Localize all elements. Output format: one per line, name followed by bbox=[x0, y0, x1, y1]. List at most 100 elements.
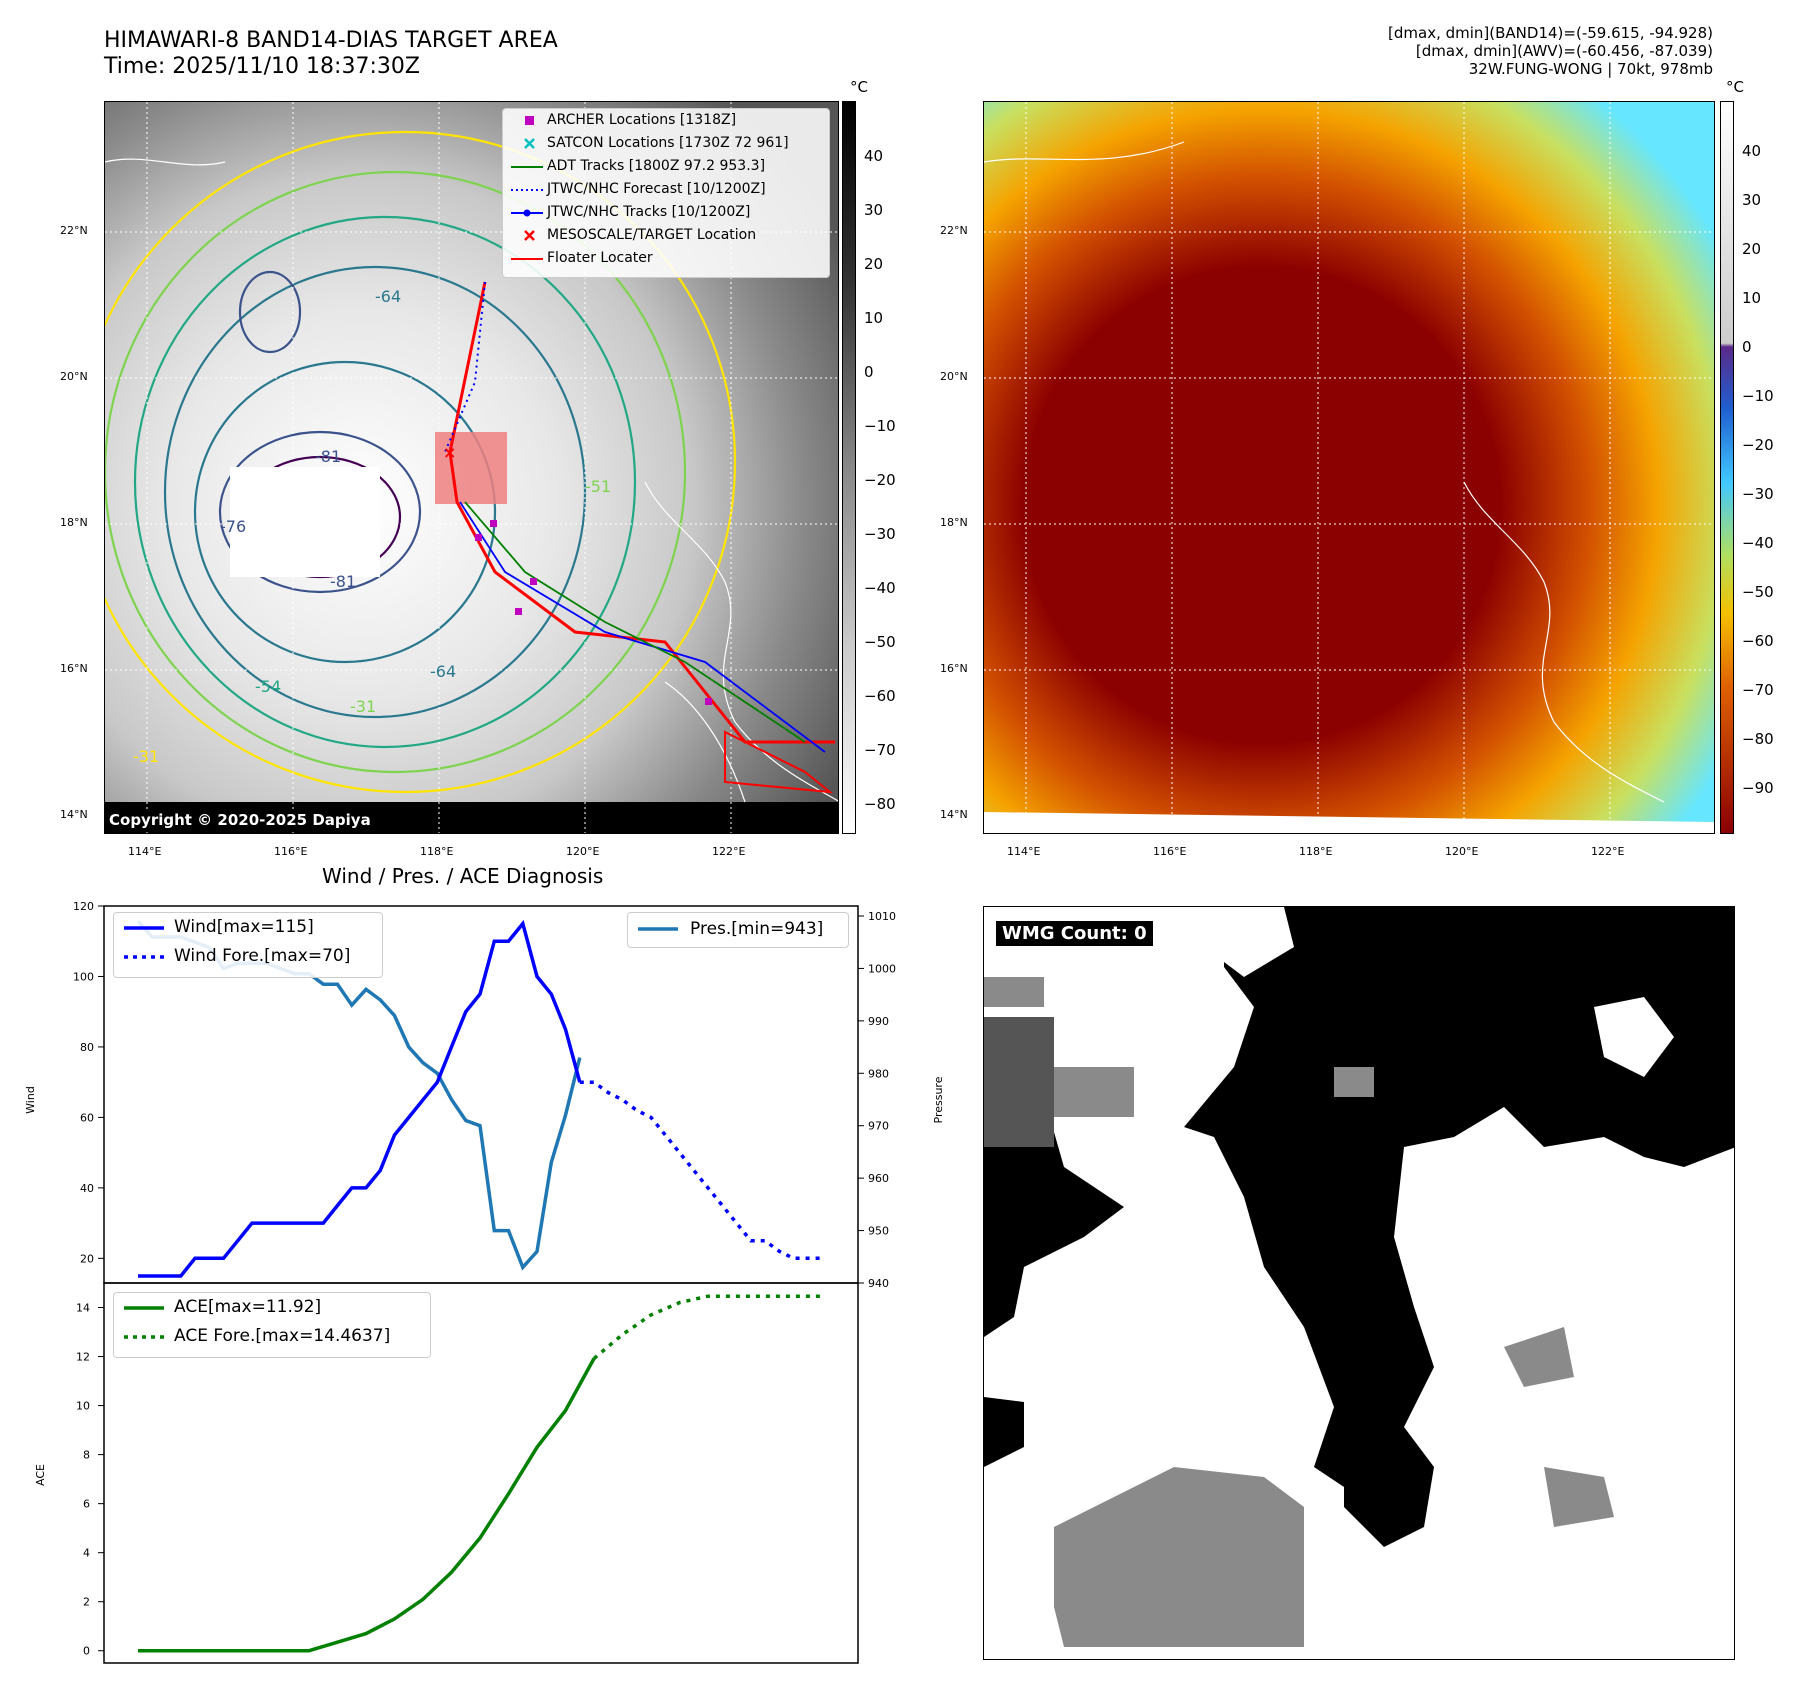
colorbar-left-unit: °C bbox=[850, 78, 868, 96]
wmg-region bbox=[1344, 1427, 1434, 1547]
legend-label: ACE Fore.[max=14.4637] bbox=[174, 1326, 391, 1346]
line-marker-icon bbox=[124, 1306, 164, 1310]
colorbar-right-label: −10 bbox=[1742, 387, 1774, 405]
dotted-line-icon bbox=[124, 955, 164, 959]
plot-title-line2: Time: 2025/11/10 18:37:30Z bbox=[104, 54, 420, 79]
contour-lightgreen bbox=[105, 170, 687, 774]
floater-outline-se bbox=[724, 730, 834, 794]
legend-label: ACE[max=11.92] bbox=[174, 1297, 322, 1317]
line-dot-icon bbox=[511, 209, 543, 217]
wmg-hole bbox=[1204, 907, 1294, 977]
colorbar-right-label: 30 bbox=[1742, 191, 1762, 209]
colorbar-left-label: −40 bbox=[864, 579, 896, 597]
info-line2: [dmax, dmin](AWV)=(-60.456, -87.039) bbox=[1415, 42, 1713, 60]
pressure-tick-label: 980 bbox=[868, 1067, 889, 1080]
square-marker-icon bbox=[525, 116, 534, 125]
legend-item-forecast: JTWC/NHC Forecast [10/1200Z] bbox=[503, 178, 829, 201]
ace-forecast-series-line bbox=[592, 1294, 822, 1360]
colorbar-right-label: 10 bbox=[1742, 289, 1762, 307]
colorbar-right-label: −70 bbox=[1742, 681, 1774, 699]
legend-label: Floater Locater bbox=[547, 250, 653, 266]
colorbar-left-label: −20 bbox=[864, 471, 896, 489]
lat-label: 20°N bbox=[60, 370, 88, 383]
ace-tick-label: 12 bbox=[76, 1351, 90, 1364]
ace-tick-label: 6 bbox=[83, 1498, 90, 1511]
legend-label: JTWC/NHC Forecast [10/1200Z] bbox=[547, 181, 766, 197]
best-track-line bbox=[448, 281, 835, 744]
info-line1: [dmax, dmin](BAND14)=(-59.615, -94.928) bbox=[1388, 24, 1713, 42]
wmg-region bbox=[1504, 1327, 1574, 1387]
legend-label: JTWC/NHC Tracks [10/1200Z] bbox=[547, 204, 751, 220]
info-line3: 32W.FUNG-WONG | 70kt, 978mb bbox=[1468, 60, 1713, 78]
legend-label: Wind Fore.[max=70] bbox=[174, 946, 351, 966]
ace-tick-label: 14 bbox=[76, 1302, 90, 1315]
lat-label: 16°N bbox=[60, 662, 88, 675]
ace-tick-label: 0 bbox=[83, 1645, 90, 1658]
archer-marker bbox=[530, 578, 537, 585]
legend-item-pressure: Pres.[min=943] bbox=[628, 913, 848, 945]
contour-label: -76 bbox=[220, 517, 246, 536]
pressure-tick-label: 940 bbox=[868, 1277, 889, 1290]
wind-tick-label: 20 bbox=[80, 1252, 94, 1265]
contour-label: -64 bbox=[375, 287, 401, 306]
wmg-black-regions bbox=[984, 907, 1734, 1547]
lon-label: 118°E bbox=[1299, 845, 1333, 858]
colorbar-left-label: −10 bbox=[864, 417, 896, 435]
awv-map-canvas bbox=[984, 102, 1714, 833]
x-marker-icon bbox=[524, 230, 535, 241]
contour-yellow bbox=[105, 130, 737, 794]
awv-bottom-nodata bbox=[984, 812, 1714, 833]
colorbar-right-label: −20 bbox=[1742, 436, 1774, 454]
lon-label: 114°E bbox=[128, 845, 162, 858]
archer-markers bbox=[475, 520, 712, 705]
colorbar-right-label: −80 bbox=[1742, 730, 1774, 748]
colorbar-left-label: −70 bbox=[864, 741, 896, 759]
wmg-region bbox=[984, 1397, 1024, 1467]
pressure-tick-label: 1000 bbox=[868, 962, 896, 975]
colorbar-left-label: −30 bbox=[864, 525, 896, 543]
ace-tick-label: 4 bbox=[83, 1547, 90, 1560]
wmg-panel: WMG Count: 0 bbox=[983, 906, 1735, 1660]
ace-frame bbox=[103, 1282, 859, 1664]
wmg-region-dark bbox=[984, 1017, 1054, 1147]
legend-label: Pres.[min=943] bbox=[690, 919, 824, 939]
diagnosis-chart: 1201008060402010101000990980970960950940… bbox=[24, 900, 945, 1664]
legend-item-archer: ARCHER Locations [1318Z] bbox=[503, 109, 829, 132]
legend-item-ace: ACE[max=11.92] bbox=[114, 1293, 430, 1322]
colorbar-right-label: −60 bbox=[1742, 632, 1774, 650]
contour-label: -31 bbox=[133, 747, 159, 766]
colorbar-right-label: −30 bbox=[1742, 485, 1774, 503]
cold-cloud-core bbox=[230, 467, 380, 577]
ace-tick-label: 8 bbox=[83, 1449, 90, 1462]
legend-item-adt: ADT Tracks [1800Z 97.2 953.3] bbox=[503, 155, 829, 178]
colorbar-right-label: 20 bbox=[1742, 240, 1762, 258]
awv-map-panel bbox=[983, 101, 1715, 834]
archer-marker bbox=[475, 534, 482, 541]
colorbar-left-label: 10 bbox=[864, 309, 884, 327]
legend-item-wind-forecast: Wind Fore.[max=70] bbox=[114, 942, 382, 971]
map-legend: ARCHER Locations [1318Z] SATCON Location… bbox=[502, 108, 830, 278]
colorbar-left bbox=[842, 101, 856, 834]
colorbar-left-label: −80 bbox=[864, 795, 896, 813]
pressure-tick-label: 950 bbox=[868, 1225, 889, 1238]
legend-item-satcon: SATCON Locations [1730Z 72 961] bbox=[503, 132, 829, 155]
wind-tick-label: 60 bbox=[80, 1111, 94, 1124]
contour-label: -54 bbox=[255, 677, 281, 696]
lat-label: 14°N bbox=[940, 808, 968, 821]
legend-item-ace-forecast: ACE Fore.[max=14.4637] bbox=[114, 1322, 430, 1351]
x-marker-icon bbox=[524, 138, 535, 149]
plot-title-line1: HIMAWARI-8 BAND14-DIAS TARGET AREA bbox=[104, 28, 558, 53]
coastlines bbox=[105, 158, 838, 803]
wmg-region bbox=[1054, 1467, 1304, 1647]
coastline-luzon bbox=[644, 481, 838, 802]
archer-marker bbox=[490, 520, 497, 527]
wind-forecast-series-line bbox=[579, 1080, 822, 1261]
lon-label: 120°E bbox=[566, 845, 600, 858]
pressure-legend: Pres.[min=943] bbox=[627, 912, 849, 948]
contour-label: -31 bbox=[350, 697, 376, 716]
lat-label: 20°N bbox=[940, 370, 968, 383]
colorbar-right-label: −40 bbox=[1742, 534, 1774, 552]
dotted-line-icon bbox=[124, 1335, 164, 1339]
colorbar-right-unit: °C bbox=[1726, 78, 1744, 96]
pressure-tick-label: 990 bbox=[868, 1015, 889, 1028]
